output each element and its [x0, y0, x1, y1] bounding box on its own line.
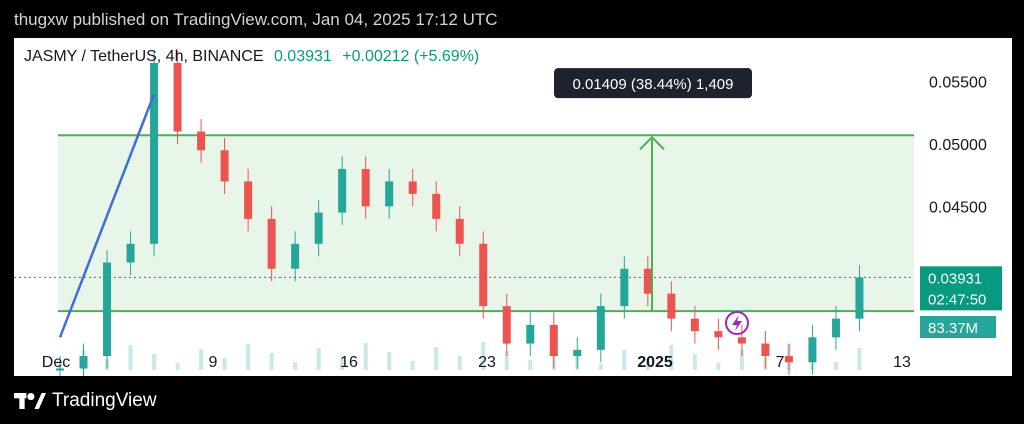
last-price: 0.03931 — [273, 48, 332, 65]
price-badge-value: 0.03931 — [928, 270, 982, 287]
volume-bar — [316, 348, 321, 370]
volume-bar — [175, 363, 180, 370]
volume-bar — [222, 358, 227, 370]
volume-bar — [716, 363, 721, 370]
chart-panel[interactable]: 0.01409 (38.44%) 1,409 0.05500 0.05000 0.04… — [14, 38, 1012, 376]
candle-body — [103, 262, 112, 357]
trend-line — [58, 93, 156, 338]
volume-bar — [410, 361, 415, 370]
candle-body — [596, 306, 605, 350]
candle-body — [808, 337, 817, 363]
y-tick-label: 0.04500 — [929, 199, 987, 216]
lightning-icon — [725, 311, 749, 335]
x-tick-label: 13 — [893, 354, 911, 371]
measure-arrow-head — [639, 135, 665, 150]
volume-badge — [920, 316, 996, 338]
publish-info: thugxw published on TradingView.com, Jan… — [14, 10, 498, 29]
price-chart[interactable]: 0.01409 (38.44%) 1,409 0.05500 0.05000 0.04… — [14, 38, 1012, 376]
x-tick-label: 16 — [340, 354, 358, 371]
candle-body — [197, 131, 206, 151]
tradingview-logo-icon — [14, 393, 46, 409]
volume-bar — [152, 354, 157, 370]
candle-body — [573, 349, 582, 357]
candle-body — [314, 212, 323, 244]
volume-bar — [387, 352, 392, 370]
volume-bar — [363, 343, 368, 370]
candle-body — [502, 306, 511, 344]
candle-body — [79, 356, 88, 369]
price-badge-countdown: 02:47:50 — [928, 291, 986, 308]
x-tick-label: 9 — [209, 354, 218, 371]
volume-bar — [645, 359, 650, 370]
price-change: +0.00212 (+5.69%) — [342, 48, 480, 65]
candle-body — [479, 243, 488, 307]
candle-body — [173, 62, 182, 132]
candle-body — [126, 243, 135, 263]
candle-body — [667, 293, 676, 319]
candle-body — [267, 218, 276, 269]
candle-body — [385, 181, 394, 207]
candle-body — [244, 181, 253, 219]
volume-bar — [481, 342, 486, 370]
volume-bar — [622, 350, 627, 370]
volume-bar — [739, 349, 744, 370]
candle-body — [338, 168, 347, 213]
candle-body — [761, 343, 770, 357]
volume-bar — [504, 351, 509, 370]
candle-body — [831, 318, 840, 338]
volume-bar — [457, 356, 462, 370]
x-tick-label: 7 — [776, 354, 785, 371]
y-tick-label: 0.05000 — [929, 137, 987, 154]
volume-bar — [293, 362, 298, 370]
candle-body — [690, 318, 699, 332]
brand-name[interactable]: TradingView — [52, 390, 157, 411]
volume-badge-value: 83.37M — [928, 320, 978, 337]
volume-bar — [692, 354, 697, 370]
x-tick-label: 2025 — [637, 354, 673, 371]
symbol-legend: JASMY / TetherUS, 4h, BINANCE 0.03931 +0… — [24, 48, 479, 66]
y-tick-label: 0.05500 — [929, 75, 987, 92]
price-badge — [920, 266, 1002, 311]
candle-body — [150, 62, 159, 244]
volume-bar — [269, 353, 274, 370]
candle-body — [220, 150, 229, 182]
candle-body — [455, 218, 464, 244]
volume-bar — [246, 344, 251, 370]
candle-body — [432, 193, 441, 219]
volume-bar — [669, 345, 674, 370]
candle-body — [291, 243, 300, 269]
candle-body — [714, 331, 723, 338]
volume-bar — [598, 364, 603, 370]
measure-tooltip-label: 0.01409 (38.44%) 1,409 — [573, 76, 734, 93]
volume-bar — [128, 345, 133, 370]
candle-body — [549, 324, 558, 357]
x-tick-label: 23 — [478, 354, 496, 371]
volume-bar — [833, 362, 838, 370]
candle-body — [408, 181, 417, 194]
candle-body — [620, 268, 629, 307]
candle-body — [737, 337, 746, 344]
volume-bar — [199, 349, 204, 370]
volume-bar — [528, 360, 533, 370]
candle-body — [526, 324, 535, 344]
candle-body — [643, 268, 652, 294]
x-tick-label: Dec — [42, 354, 70, 371]
candle-body — [56, 368, 64, 371]
volume-bar — [857, 348, 862, 370]
symbol-label[interactable]: JASMY / TetherUS, 4h, BINANCE — [24, 48, 264, 65]
measure-tooltip — [554, 68, 752, 99]
candle-body — [361, 168, 370, 207]
lightning-bolt-icon — [732, 315, 742, 331]
volume-bar — [434, 347, 439, 370]
footer: TradingView — [14, 390, 157, 412]
volume-bar — [340, 357, 345, 370]
candle-body — [855, 277, 864, 319]
candle-body — [784, 356, 793, 363]
